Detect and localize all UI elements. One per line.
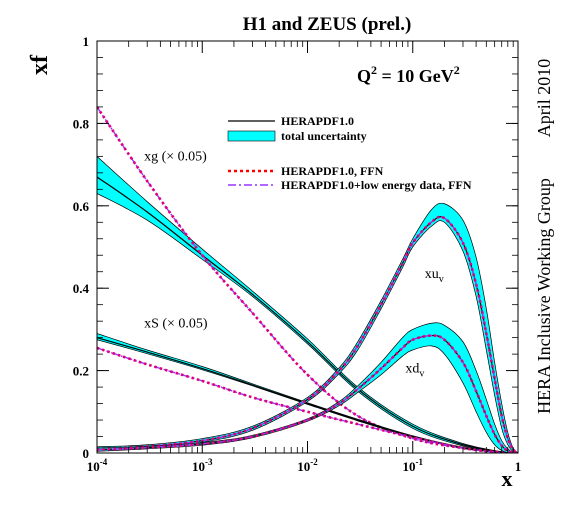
ticks-layer: 0 0.2 0.4 0.6 0.8 1 10-4 10-3 10-2 10-1 1 — [73, 34, 522, 474]
y-tick-label: 0.6 — [73, 199, 90, 214]
x-tick-label: 10-2 — [297, 457, 318, 474]
legend-swatch-band — [227, 130, 276, 142]
ffn-line-xuv — [97, 215, 518, 453]
chart-subtitle: Q2 = 10 GeV2 — [357, 63, 460, 86]
subtitle-q-exp: 2 — [371, 63, 377, 77]
band-xg — [97, 155, 518, 453]
legend-label-ffn: HERAPDF1.0, FFN — [281, 164, 384, 178]
y-tick-label: 0.8 — [73, 116, 90, 131]
x-tick-label: 10-4 — [87, 457, 108, 474]
x-axis-label: x — [502, 466, 513, 491]
annotation-layer: xg (× 0.05) xS (× 0.05) xuv xdv — [144, 149, 444, 379]
annotation-xuv: xuv — [425, 267, 444, 285]
x-tick-label: 10-1 — [403, 457, 424, 474]
legend: HERAPDF1.0 total uncertainty HERAPDF1.0,… — [227, 114, 472, 192]
low-energy-line-xs — [97, 347, 518, 453]
side-note-date: April 2010 — [534, 59, 554, 138]
ffn-line-xdv — [97, 334, 518, 453]
subtitle-rest-exp: 2 — [454, 63, 460, 77]
chart-title: H1 and ZEUS (prel.) — [243, 14, 412, 35]
y-tick-label: 0 — [83, 446, 90, 461]
plot-frame — [96, 40, 519, 454]
annotation-xg: xg (× 0.05) — [144, 149, 207, 164]
side-note-group: HERA Inclusive Working Group — [534, 178, 554, 414]
legend-label-low-energy: HERAPDF1.0+low energy data, FFN — [281, 178, 472, 192]
subtitle-q: Q — [357, 66, 371, 86]
x-tick-label: 1 — [515, 459, 522, 474]
central-line-xg — [97, 176, 518, 453]
y-axis-label: xf — [27, 54, 53, 75]
y-tick-label: 0.2 — [73, 364, 89, 379]
plot-layer — [97, 106, 518, 453]
band-xdv — [97, 322, 518, 453]
legend-label-central: HERAPDF1.0 — [281, 114, 354, 128]
subtitle-rest: = 10 GeV — [377, 66, 454, 86]
y-tick-label: 1 — [83, 34, 90, 49]
x-tick-label: 10-3 — [192, 457, 213, 474]
annotation-xs: xS (× 0.05) — [144, 316, 208, 331]
y-tick-label: 0.4 — [73, 281, 90, 296]
legend-label-band: total uncertainty — [281, 129, 367, 143]
annotation-xdv: xdv — [405, 362, 424, 380]
